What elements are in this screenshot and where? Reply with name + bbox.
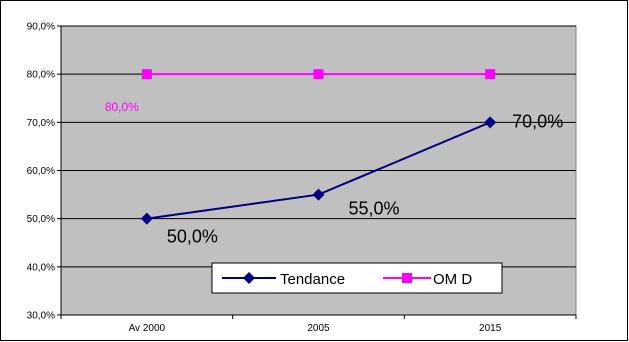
data-point-omd (141, 69, 152, 80)
data-label-tendance: 50,0% (167, 227, 218, 247)
legend-marker-omd (402, 273, 412, 283)
data-point-omd (485, 69, 496, 80)
y-tick-label: 70,0% (27, 118, 55, 129)
axes (57, 25, 577, 319)
y-tick-label: 30,0% (27, 311, 55, 322)
data-point-tendance (312, 188, 325, 201)
y-tick-label: 60,0% (27, 166, 55, 177)
x-axis-ticks: Av 2000 2005 2015 (129, 323, 502, 334)
legend-label-tendance: Tendance (280, 271, 345, 288)
y-tick-label: 80,0% (27, 70, 55, 81)
x-tick-label: Av 2000 (129, 323, 166, 334)
data-label-omd: 80,0% (105, 100, 139, 114)
y-tick-label: 90,0% (27, 22, 55, 33)
data-point-omd (313, 69, 324, 80)
y-axis-ticks: 30,0% 40,0% 50,0% 60,0% 70,0% 80,0% 90,0% (27, 22, 55, 322)
data-point-tendance (140, 212, 153, 225)
series-group (140, 69, 497, 225)
data-label-tendance: 55,0% (349, 199, 400, 219)
x-tick-label: 2005 (307, 323, 330, 334)
data-point-tendance (484, 116, 497, 129)
legend-label-omd: OM D (433, 271, 472, 288)
legend: Tendance OM D (211, 262, 503, 294)
data-labels: 50,0% 55,0% 70,0% 80,0% (105, 100, 563, 247)
y-tick-label: 50,0% (27, 214, 55, 225)
x-tick-label: 2015 (479, 323, 502, 334)
legend-marker-tendance (243, 272, 255, 284)
y-tick-label: 40,0% (27, 262, 55, 273)
data-label-tendance: 70,0% (512, 111, 563, 131)
